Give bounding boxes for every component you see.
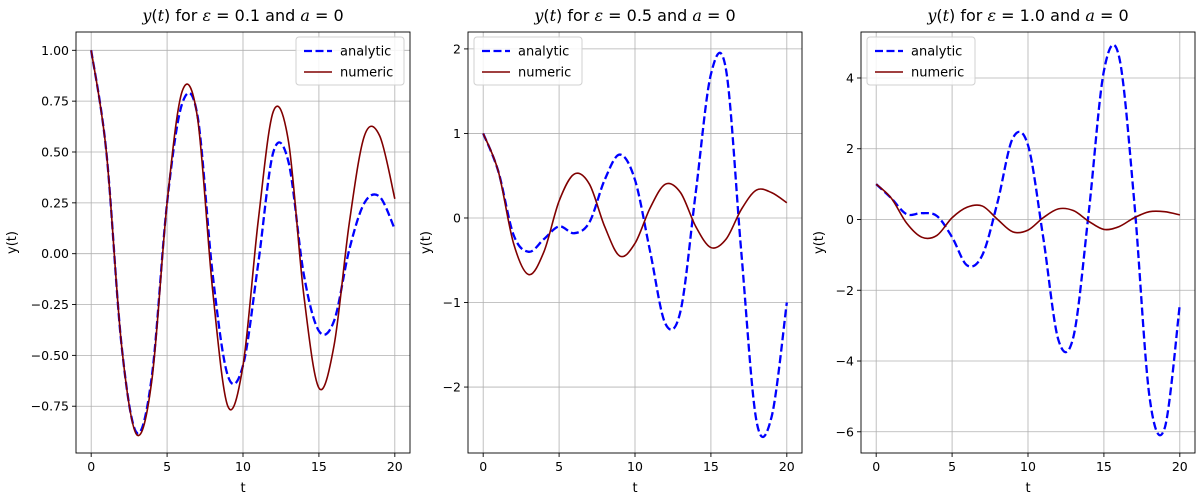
legend-label-numeric: numeric: [911, 66, 964, 81]
x-tick-label: 20: [387, 459, 403, 474]
y-tick-label: 4: [846, 70, 854, 85]
legend-label-analytic: analytic: [911, 45, 962, 60]
legend-box: [866, 36, 976, 86]
legend: analytic numeric: [295, 36, 405, 86]
chart-title: y(t) for ε = 0.1 and a = 0: [141, 6, 343, 25]
y-tick-label: 2: [453, 41, 461, 56]
y-axis-label: y(t): [812, 231, 827, 254]
x-axis-label: t: [240, 481, 245, 496]
y-tick-label: −4: [836, 354, 854, 369]
y-tick-label: −0.75: [31, 399, 69, 414]
series-group: [482, 51, 788, 438]
x-tick-label: 20: [779, 459, 795, 474]
x-tick-label: 5: [163, 459, 171, 474]
chart-panel-2: 0 5 10 15 20 −2 −1 0 1 2 t y(t) y(t) for ε = 0.5 and…: [419, 6, 803, 496]
y-axis-label: y(t): [419, 231, 434, 254]
series-line-numeric: [482, 133, 788, 276]
y-tick-label: 2: [846, 141, 854, 156]
y-tick-label: 1.00: [41, 43, 69, 58]
legend-label-analytic: analytic: [340, 45, 391, 60]
series-group: [875, 43, 1181, 437]
y-tick-label: 0.50: [41, 144, 69, 159]
x-axis-label: t: [632, 481, 637, 496]
y-tick-label: −2: [443, 380, 461, 395]
y-tick-label: 0: [453, 210, 461, 225]
x-tick-label: 15: [1096, 459, 1112, 474]
x-tick-label: 10: [235, 459, 251, 474]
chart-panel-1: 0 5 10 15 20 −0.75 −0.50 −0.25 0.00 0.25 0.50 0.75 1…: [5, 6, 411, 496]
x-tick-label: 5: [555, 459, 563, 474]
x-tick-label: 0: [87, 459, 95, 474]
series-line-analytic: [482, 51, 788, 438]
series-group: [90, 50, 396, 437]
chart-title: y(t) for ε = 1.0 and a = 0: [926, 6, 1128, 25]
series-line-numeric: [875, 183, 1180, 240]
legend-label-numeric: numeric: [340, 66, 393, 81]
x-axis-label: t: [1025, 481, 1030, 496]
y-tick-label: 0.75: [41, 94, 69, 109]
legend-box: [295, 36, 405, 86]
legend: analytic numeric: [866, 36, 976, 86]
y-tick-label: −6: [836, 424, 854, 439]
series-line-analytic: [875, 43, 1181, 437]
y-tick-label: 0.00: [41, 246, 69, 261]
x-tick-label: 20: [1172, 459, 1188, 474]
y-tick-label: 0.25: [41, 195, 69, 210]
x-tick-label: 10: [1020, 459, 1036, 474]
y-tick-label: −0.25: [31, 297, 69, 312]
series-line-analytic: [90, 50, 396, 435]
chart-panel-3: 0 5 10 15 20 −6 −4 −2 0 2 4 t y(t) y(t) for ε = 1.0 a…: [812, 6, 1196, 496]
legend-box: [473, 36, 583, 86]
x-tick-label: 15: [703, 459, 719, 474]
chart-title: y(t) for ε = 0.5 and a = 0: [533, 6, 735, 25]
y-tick-label: 1: [453, 126, 461, 141]
y-axis-label: y(t): [5, 231, 20, 254]
series-line-numeric: [90, 50, 396, 437]
x-tick-label: 10: [627, 459, 643, 474]
x-tick-label: 0: [872, 459, 880, 474]
legend-label-numeric: numeric: [518, 66, 571, 81]
x-tick-label: 0: [479, 459, 487, 474]
y-tick-label: 0: [846, 212, 854, 227]
y-tick-label: −2: [836, 283, 854, 298]
x-tick-label: 5: [948, 459, 956, 474]
x-tick-label: 15: [311, 459, 327, 474]
y-tick-label: −1: [443, 295, 461, 310]
legend-label-analytic: analytic: [518, 45, 569, 60]
legend: analytic numeric: [473, 36, 583, 86]
y-tick-label: −0.50: [31, 348, 69, 363]
